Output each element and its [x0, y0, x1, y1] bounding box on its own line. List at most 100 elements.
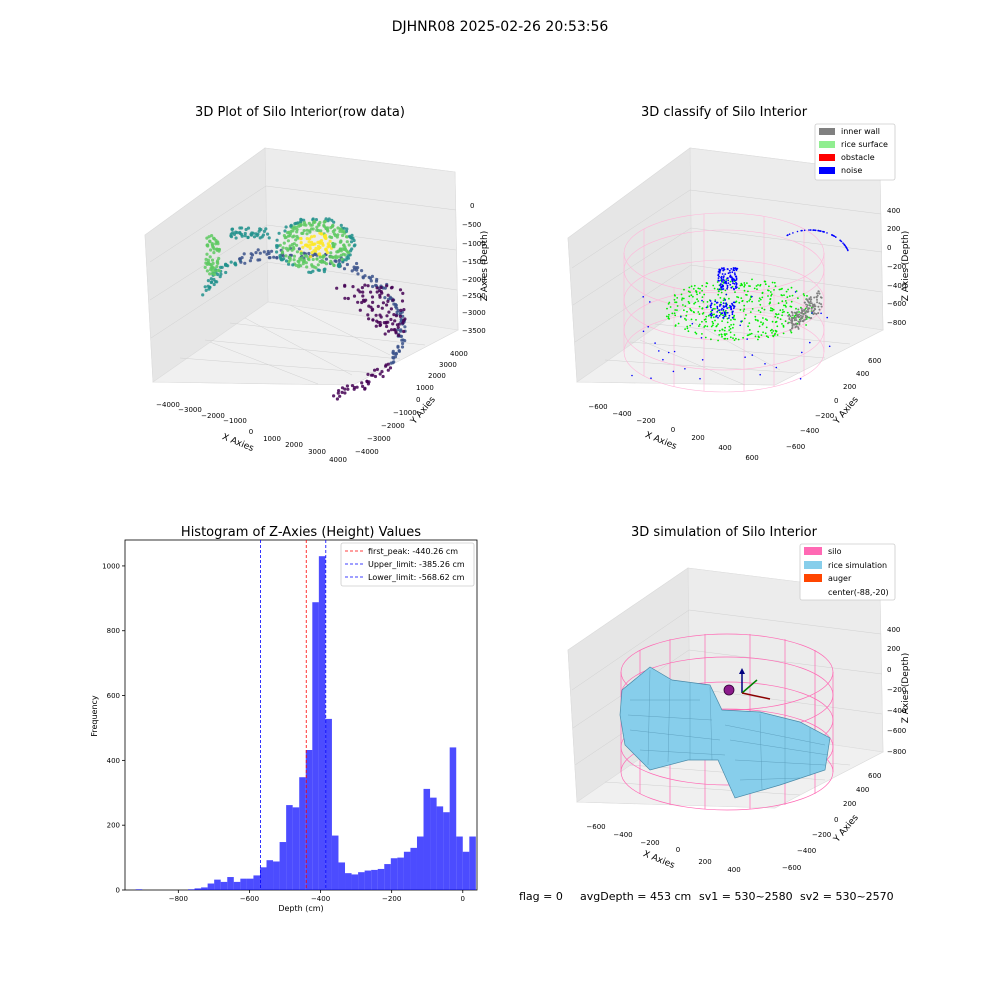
- point: [212, 277, 216, 282]
- point-rice-surface: [695, 332, 698, 335]
- point-rice-surface: [682, 304, 684, 306]
- point-rice-surface: [697, 287, 700, 290]
- point-rice-surface: [714, 307, 716, 310]
- point-noise: [718, 288, 721, 291]
- point-rice-surface: [767, 289, 769, 292]
- point: [299, 236, 303, 241]
- point-noise: [728, 317, 730, 319]
- point: [391, 349, 395, 353]
- point: [291, 245, 296, 250]
- point-rice-surface: [784, 320, 787, 323]
- point: [360, 286, 364, 290]
- point-noise: [721, 307, 723, 310]
- point-inner-wall: [799, 317, 802, 320]
- legend-swatch-rice-simulation: [804, 561, 822, 569]
- point: [366, 313, 370, 317]
- point-noise: [731, 313, 734, 316]
- point: [361, 298, 366, 302]
- point-rice-surface: [732, 323, 735, 326]
- point-rice-surface: [757, 309, 760, 312]
- point: [322, 223, 326, 227]
- point-rice-surface: [751, 300, 753, 303]
- panel4-y-tick: 600: [868, 772, 881, 780]
- point-inner-wall: [818, 292, 821, 295]
- point-noise: [720, 286, 723, 289]
- histogram-bar: [331, 835, 339, 890]
- point-rice-surface: [735, 337, 737, 340]
- point: [262, 229, 266, 233]
- point-rice-surface: [789, 305, 792, 308]
- point: [255, 234, 259, 238]
- point-noise: [631, 374, 633, 377]
- point-rice-surface: [808, 316, 810, 319]
- point-rice-surface: [761, 323, 764, 326]
- point-rice-surface: [767, 295, 769, 297]
- panel4-z-label: Z Axies (Depth): [901, 653, 911, 724]
- point-rice-surface: [726, 321, 729, 324]
- point-rice-surface: [741, 300, 744, 303]
- point-rice-surface: [682, 297, 685, 300]
- panel4-x-ticks: −600 −400 −200 0 200 400: [586, 823, 740, 874]
- point: [361, 290, 365, 294]
- point-inner-wall: [809, 300, 812, 303]
- point-rice-surface: [743, 289, 746, 292]
- point-rice-surface: [684, 328, 686, 330]
- histogram-bar: [436, 806, 444, 890]
- point: [328, 239, 332, 243]
- point-noise: [727, 272, 730, 275]
- point-noise: [715, 315, 717, 318]
- point-rice-surface: [743, 308, 746, 311]
- point-rice-surface: [718, 329, 721, 332]
- point: [239, 260, 243, 264]
- point: [305, 254, 309, 258]
- point: [369, 305, 373, 309]
- point-rice-surface: [726, 337, 729, 340]
- point-noise: [705, 306, 708, 309]
- legend-label-auger: auger: [828, 574, 852, 583]
- point-rice-surface: [710, 338, 712, 341]
- histogram-bar: [273, 861, 280, 890]
- point: [212, 282, 216, 287]
- panel4-z-tick: −200: [887, 686, 906, 694]
- point: [374, 279, 379, 283]
- point: [309, 255, 313, 259]
- point-noise: [734, 273, 736, 276]
- point-rice-surface: [758, 300, 760, 302]
- point-inner-wall: [808, 298, 811, 301]
- point: [292, 227, 296, 231]
- point-inner-wall: [809, 317, 812, 320]
- point: [367, 317, 371, 321]
- legend-label-rice-simulation: rice simulation: [828, 561, 887, 570]
- point: [205, 269, 209, 273]
- point-rice-surface: [716, 281, 719, 283]
- point-noise: [732, 267, 735, 269]
- point-inner-wall: [800, 307, 803, 310]
- point-rice-surface: [771, 307, 774, 310]
- point: [270, 249, 274, 253]
- point-inner-wall: [820, 296, 823, 299]
- point: [208, 255, 212, 259]
- point: [301, 245, 305, 249]
- point-rice-surface: [701, 307, 704, 310]
- point: [383, 332, 387, 336]
- point-noise: [720, 276, 722, 279]
- point-noise: [642, 296, 644, 298]
- histogram-bar: [266, 860, 274, 890]
- point: [288, 255, 292, 259]
- point: [320, 260, 324, 264]
- point-rice-surface: [710, 310, 712, 313]
- histogram-bar: [469, 836, 476, 890]
- point-noise: [835, 236, 837, 238]
- point-noise: [734, 279, 737, 282]
- point-rice-surface: [761, 307, 763, 310]
- point-rice-surface: [705, 315, 708, 318]
- point: [400, 338, 404, 342]
- point-noise: [722, 288, 725, 290]
- point-rice-surface: [772, 334, 774, 337]
- point: [308, 243, 312, 247]
- point: [394, 314, 398, 318]
- point: [201, 293, 205, 297]
- panel4-x-tick: −200: [640, 839, 659, 847]
- point-noise: [654, 342, 656, 344]
- point-rice-surface: [771, 309, 773, 312]
